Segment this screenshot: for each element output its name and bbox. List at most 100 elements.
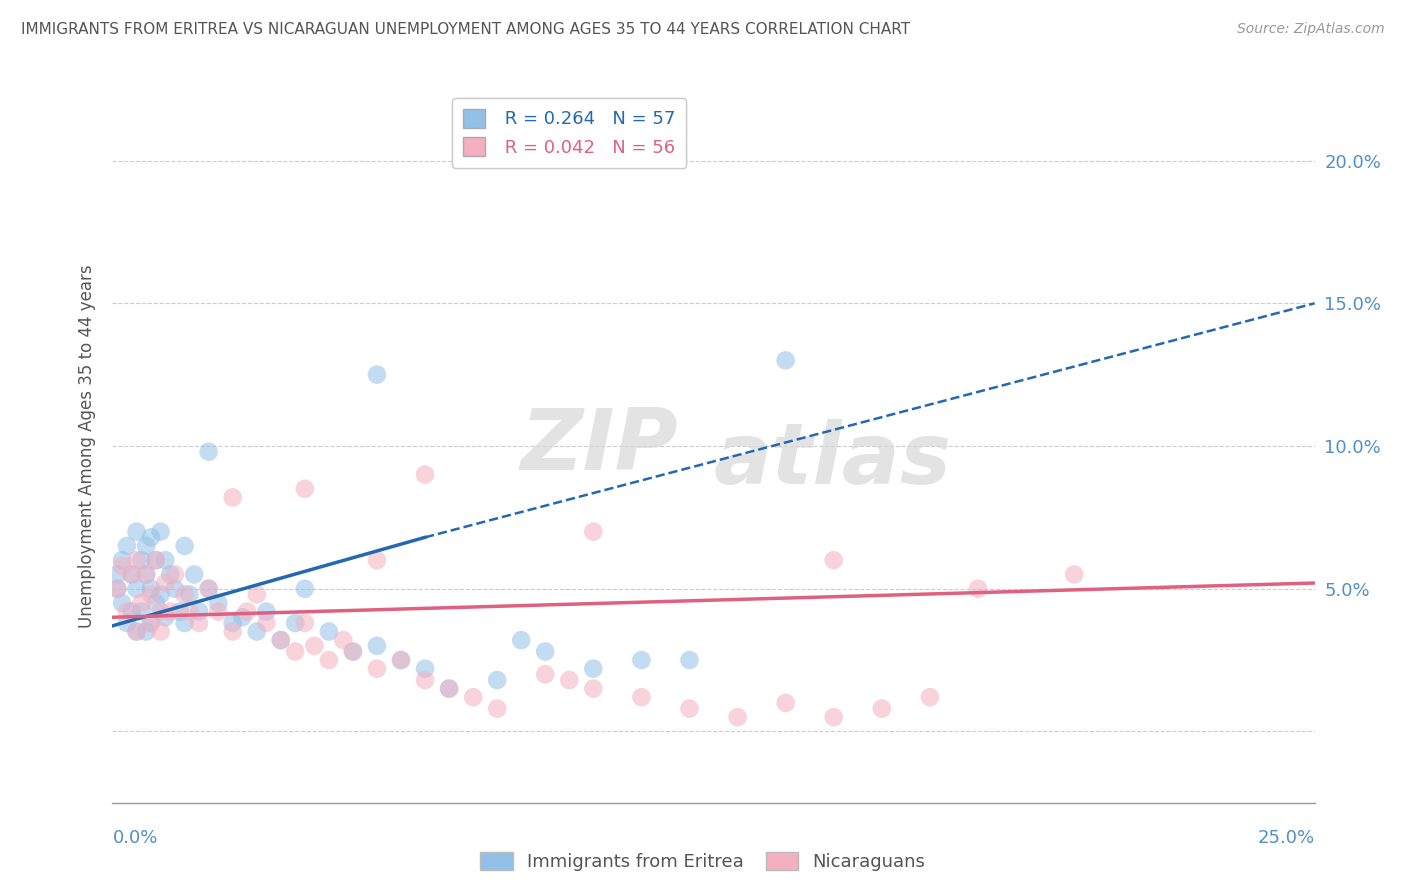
Point bbox=[159, 605, 181, 619]
Point bbox=[510, 633, 533, 648]
Point bbox=[294, 615, 316, 630]
Legend: Immigrants from Eritrea, Nicaraguans: Immigrants from Eritrea, Nicaraguans bbox=[474, 845, 932, 879]
Point bbox=[318, 624, 340, 639]
Point bbox=[139, 615, 162, 630]
Point bbox=[231, 610, 253, 624]
Point bbox=[727, 710, 749, 724]
Text: Source: ZipAtlas.com: Source: ZipAtlas.com bbox=[1237, 22, 1385, 37]
Point bbox=[179, 587, 201, 601]
Point bbox=[1063, 567, 1085, 582]
Point bbox=[139, 582, 162, 596]
Point bbox=[366, 368, 388, 382]
Point bbox=[318, 653, 340, 667]
Point bbox=[179, 605, 201, 619]
Point bbox=[125, 624, 148, 639]
Point bbox=[366, 553, 388, 567]
Point bbox=[294, 582, 316, 596]
Point bbox=[630, 690, 652, 705]
Point bbox=[115, 539, 138, 553]
Point bbox=[366, 662, 388, 676]
Point bbox=[121, 605, 143, 619]
Text: ZIP: ZIP bbox=[520, 404, 678, 488]
Point bbox=[149, 524, 172, 539]
Point bbox=[135, 567, 157, 582]
Point bbox=[115, 615, 138, 630]
Point bbox=[139, 587, 162, 601]
Point bbox=[558, 673, 581, 687]
Point bbox=[125, 582, 148, 596]
Point bbox=[775, 353, 797, 368]
Point bbox=[149, 624, 172, 639]
Point bbox=[534, 667, 557, 681]
Point bbox=[155, 610, 177, 624]
Point bbox=[173, 587, 195, 601]
Point bbox=[582, 681, 605, 696]
Point bbox=[284, 644, 307, 658]
Point bbox=[342, 644, 364, 658]
Point bbox=[413, 673, 436, 687]
Point bbox=[413, 467, 436, 482]
Point bbox=[145, 596, 167, 610]
Point bbox=[775, 696, 797, 710]
Text: IMMIGRANTS FROM ERITREA VS NICARAGUAN UNEMPLOYMENT AMONG AGES 35 TO 44 YEARS COR: IMMIGRANTS FROM ERITREA VS NICARAGUAN UN… bbox=[21, 22, 910, 37]
Point bbox=[582, 662, 605, 676]
Point bbox=[149, 605, 172, 619]
Point bbox=[207, 605, 229, 619]
Point bbox=[437, 681, 460, 696]
Point bbox=[169, 605, 191, 619]
Point bbox=[155, 553, 177, 567]
Point bbox=[163, 582, 186, 596]
Point bbox=[284, 615, 307, 630]
Point bbox=[131, 596, 153, 610]
Point bbox=[582, 524, 605, 539]
Point bbox=[115, 605, 138, 619]
Point bbox=[486, 701, 509, 715]
Point bbox=[413, 662, 436, 676]
Point bbox=[145, 553, 167, 567]
Text: 0.0%: 0.0% bbox=[112, 829, 157, 847]
Point bbox=[121, 567, 143, 582]
Point bbox=[332, 633, 354, 648]
Point bbox=[823, 553, 845, 567]
Point bbox=[389, 653, 412, 667]
Point bbox=[437, 681, 460, 696]
Point bbox=[125, 624, 148, 639]
Point bbox=[163, 567, 186, 582]
Point bbox=[131, 605, 153, 619]
Point bbox=[304, 639, 326, 653]
Point bbox=[145, 553, 167, 567]
Point bbox=[207, 596, 229, 610]
Point bbox=[389, 653, 412, 667]
Point bbox=[918, 690, 941, 705]
Point bbox=[188, 605, 211, 619]
Point bbox=[105, 567, 128, 582]
Point bbox=[125, 553, 148, 567]
Point bbox=[188, 615, 211, 630]
Point bbox=[139, 615, 162, 630]
Point bbox=[173, 615, 195, 630]
Point bbox=[342, 644, 364, 658]
Point bbox=[870, 701, 893, 715]
Point bbox=[173, 539, 195, 553]
Point bbox=[197, 444, 219, 458]
Point bbox=[486, 673, 509, 687]
Point bbox=[155, 576, 177, 591]
Point bbox=[111, 558, 134, 573]
Point bbox=[222, 624, 245, 639]
Point bbox=[823, 710, 845, 724]
Point bbox=[366, 639, 388, 653]
Point bbox=[197, 582, 219, 596]
Point bbox=[254, 615, 277, 630]
Point bbox=[236, 605, 259, 619]
Point bbox=[159, 567, 181, 582]
Point bbox=[967, 582, 990, 596]
Point bbox=[135, 539, 157, 553]
Point bbox=[135, 624, 157, 639]
Point bbox=[105, 582, 128, 596]
Y-axis label: Unemployment Among Ages 35 to 44 years: Unemployment Among Ages 35 to 44 years bbox=[77, 264, 96, 628]
Point bbox=[630, 653, 652, 667]
Point bbox=[105, 582, 128, 596]
Point bbox=[246, 587, 269, 601]
Point bbox=[254, 605, 277, 619]
Point bbox=[246, 624, 269, 639]
